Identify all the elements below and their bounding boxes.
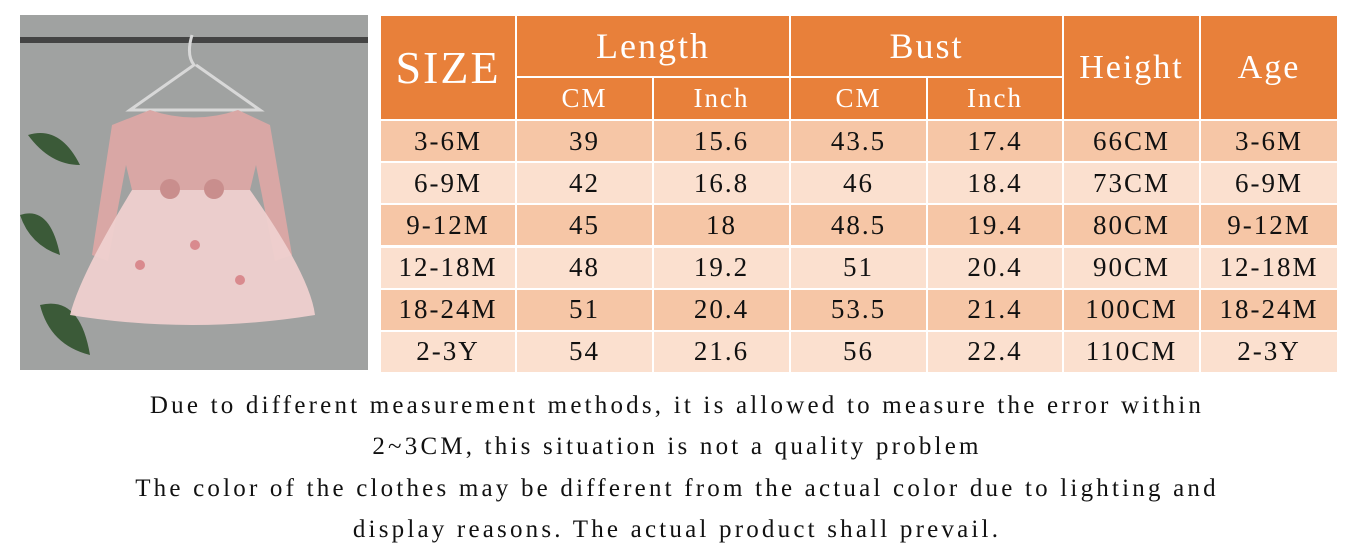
header-size: SIZE — [380, 15, 516, 120]
table-cell: 46 — [790, 162, 927, 205]
product-photo — [20, 15, 368, 370]
note-line: 2~3CM, this situation is not a quality p… — [372, 433, 982, 460]
table-cell: 2-3Y — [1200, 330, 1338, 373]
table-cell: 48.5 — [790, 204, 927, 247]
table-cell: 18-24M — [380, 288, 516, 331]
table-cell: 48 — [516, 246, 653, 289]
table-cell: 45 — [516, 204, 653, 247]
header-height: Height — [1063, 15, 1200, 120]
table-cell: 110CM — [1063, 330, 1200, 373]
table-cell: 90CM — [1063, 246, 1200, 289]
table-cell: 6-9M — [1200, 162, 1338, 205]
table-cell: 22.4 — [927, 330, 1063, 373]
table-cell: 9-12M — [380, 204, 516, 247]
note-line: display reasons. The actual product shal… — [352, 516, 1002, 543]
note-line: Due to different measurement methods, it… — [149, 392, 1205, 419]
table-cell: 100CM — [1063, 288, 1200, 331]
table-cell: 18.4 — [927, 162, 1063, 205]
table-cell: 51 — [790, 246, 927, 289]
table-cell: 21.6 — [653, 330, 790, 373]
header-bust: Bust — [790, 15, 1063, 77]
table-cell: 12-18M — [380, 246, 516, 289]
table-cell: 56 — [790, 330, 927, 373]
table-cell: 17.4 — [927, 120, 1063, 163]
table-cell: 3-6M — [1200, 120, 1338, 163]
table-cell: 3-6M — [380, 120, 516, 163]
header-unit: CM — [790, 77, 927, 120]
table-cell: 21.4 — [927, 288, 1063, 331]
note-line: The color of the clothes may be differen… — [135, 475, 1219, 502]
table-cell: 20.4 — [927, 246, 1063, 289]
table-cell: 53.5 — [790, 288, 927, 331]
size-table: SIZE Length Bust Height Age CM Inch CM Inch 3-6M 3… — [380, 15, 1338, 373]
header-unit: CM — [516, 77, 653, 120]
table-cell: 39 — [516, 120, 653, 163]
table-cell: 18-24M — [1200, 288, 1338, 331]
table-cell: 19.2 — [653, 246, 790, 289]
table-cell: 73CM — [1063, 162, 1200, 205]
table-cell: 15.6 — [653, 120, 790, 163]
table-cell: 18 — [653, 204, 790, 247]
table-cell: 51 — [516, 288, 653, 331]
table-cell: 43.5 — [790, 120, 927, 163]
table-cell: 19.4 — [927, 204, 1063, 247]
table-cell: 9-12M — [1200, 204, 1338, 247]
table-cell: 66CM — [1063, 120, 1200, 163]
table-cell: 16.8 — [653, 162, 790, 205]
table-cell: 6-9M — [380, 162, 516, 205]
table-cell: 80CM — [1063, 204, 1200, 247]
header-unit: Inch — [653, 77, 790, 120]
table-cell: 42 — [516, 162, 653, 205]
header-unit: Inch — [927, 77, 1063, 120]
table-cell: 12-18M — [1200, 246, 1338, 289]
table-cell: 20.4 — [653, 288, 790, 331]
header-age: Age — [1200, 15, 1338, 120]
header-length: Length — [516, 15, 790, 77]
table-cell: 54 — [516, 330, 653, 373]
table-cell: 2-3Y — [380, 330, 516, 373]
